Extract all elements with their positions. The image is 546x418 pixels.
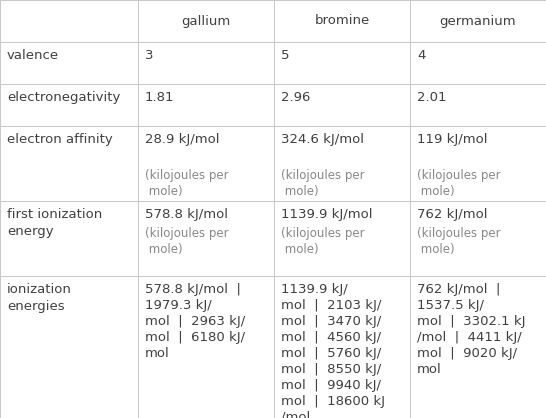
Text: 762 kJ/mol  |
1537.5 kJ/
mol  |  3302.1 kJ
/mol  |  4411 kJ/
mol  |  9020 kJ/
mo: 762 kJ/mol | 1537.5 kJ/ mol | 3302.1 kJ … xyxy=(417,283,525,376)
Bar xyxy=(138,84,274,126)
Text: 119 kJ/mol: 119 kJ/mol xyxy=(417,133,488,146)
Bar xyxy=(274,201,410,276)
Text: (kilojoules per
 mole): (kilojoules per mole) xyxy=(281,227,365,256)
Text: valence: valence xyxy=(7,49,59,62)
Text: 1.81: 1.81 xyxy=(145,91,175,104)
Text: (kilojoules per
 mole): (kilojoules per mole) xyxy=(417,227,501,256)
Text: (kilojoules per
 mole): (kilojoules per mole) xyxy=(145,169,229,198)
Text: 578.8 kJ/mol: 578.8 kJ/mol xyxy=(145,208,228,221)
Text: 324.6 kJ/mol: 324.6 kJ/mol xyxy=(281,133,364,146)
Bar xyxy=(0,276,138,418)
Bar xyxy=(0,42,138,84)
Text: first ionization
energy: first ionization energy xyxy=(7,208,102,238)
Text: 762 kJ/mol: 762 kJ/mol xyxy=(417,208,488,221)
Text: (kilojoules per
 mole): (kilojoules per mole) xyxy=(417,169,501,198)
Text: ionization
energies: ionization energies xyxy=(7,283,72,313)
Bar xyxy=(0,201,138,276)
Text: (kilojoules per
 mole): (kilojoules per mole) xyxy=(281,169,365,198)
Bar xyxy=(274,84,410,126)
Text: 3: 3 xyxy=(145,49,153,62)
Bar xyxy=(410,201,546,276)
Text: electron affinity: electron affinity xyxy=(7,133,113,146)
Text: 5: 5 xyxy=(281,49,289,62)
Bar xyxy=(138,201,274,276)
Bar xyxy=(0,0,138,42)
Text: 578.8 kJ/mol  |
1979.3 kJ/
mol  |  2963 kJ/
mol  |  6180 kJ/
mol: 578.8 kJ/mol | 1979.3 kJ/ mol | 2963 kJ/… xyxy=(145,283,245,360)
Text: 1139.9 kJ/
mol  |  2103 kJ/
mol  |  3470 kJ/
mol  |  4560 kJ/
mol  |  5760 kJ/
m: 1139.9 kJ/ mol | 2103 kJ/ mol | 3470 kJ/… xyxy=(281,283,385,418)
Text: (kilojoules per
 mole): (kilojoules per mole) xyxy=(145,227,229,256)
Bar xyxy=(138,0,274,42)
Text: 1139.9 kJ/mol: 1139.9 kJ/mol xyxy=(281,208,372,221)
Text: 2.96: 2.96 xyxy=(281,91,310,104)
Bar xyxy=(274,126,410,201)
Bar xyxy=(274,276,410,418)
Bar xyxy=(138,126,274,201)
Bar xyxy=(0,84,138,126)
Text: 2.01: 2.01 xyxy=(417,91,447,104)
Text: bromine: bromine xyxy=(314,15,370,28)
Bar xyxy=(410,84,546,126)
Bar xyxy=(410,42,546,84)
Text: 28.9 kJ/mol: 28.9 kJ/mol xyxy=(145,133,219,146)
Text: germanium: germanium xyxy=(440,15,517,28)
Bar xyxy=(410,276,546,418)
Bar xyxy=(0,126,138,201)
Bar xyxy=(274,0,410,42)
Bar xyxy=(138,276,274,418)
Bar xyxy=(138,42,274,84)
Bar xyxy=(274,42,410,84)
Text: gallium: gallium xyxy=(181,15,230,28)
Text: 4: 4 xyxy=(417,49,425,62)
Bar xyxy=(410,126,546,201)
Text: electronegativity: electronegativity xyxy=(7,91,120,104)
Bar xyxy=(410,0,546,42)
